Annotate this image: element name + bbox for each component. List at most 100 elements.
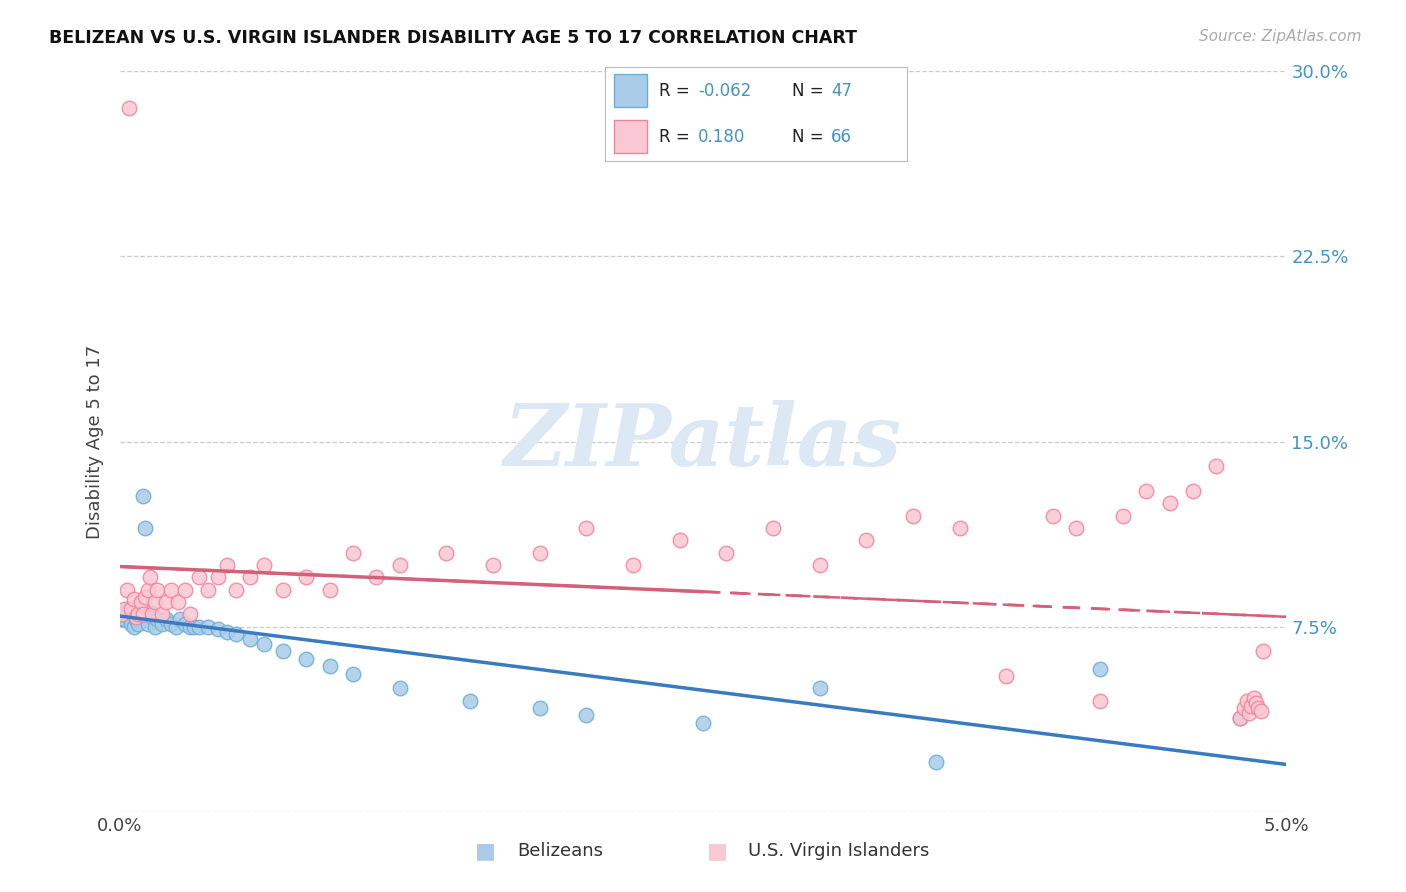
Text: ■: ■ <box>707 841 727 861</box>
Point <box>134 521 156 535</box>
Point <box>132 489 155 503</box>
Point <box>139 605 162 619</box>
Point <box>114 605 136 619</box>
Point <box>143 595 166 609</box>
Point <box>342 666 364 681</box>
Point <box>132 607 155 622</box>
Point <box>141 609 163 624</box>
Point <box>1112 508 1135 523</box>
Point <box>1236 694 1258 708</box>
Point <box>207 622 229 636</box>
Point <box>1182 483 1205 498</box>
Point <box>271 582 294 597</box>
Point <box>146 582 169 597</box>
Point <box>901 508 924 523</box>
Text: ZIPatlas: ZIPatlas <box>503 400 903 483</box>
Point <box>111 607 134 622</box>
Point <box>529 546 551 560</box>
Point <box>134 590 156 604</box>
Point <box>1042 508 1064 523</box>
Point <box>318 582 340 597</box>
Point <box>1229 711 1251 725</box>
Point <box>127 617 149 632</box>
Point <box>165 619 187 633</box>
Point <box>342 546 364 560</box>
Point <box>118 609 141 624</box>
Point <box>169 612 191 626</box>
Point <box>118 102 141 116</box>
Point <box>187 570 209 584</box>
Point <box>1229 711 1251 725</box>
Point <box>173 617 195 632</box>
Point <box>1237 706 1260 720</box>
Point <box>1205 459 1227 474</box>
Point <box>388 558 411 572</box>
Point <box>197 582 219 597</box>
Point <box>1088 694 1111 708</box>
Point <box>295 570 318 584</box>
Point <box>179 619 201 633</box>
Point <box>239 570 262 584</box>
Point <box>995 669 1018 683</box>
Point <box>160 617 183 632</box>
Text: 66: 66 <box>831 128 852 145</box>
Point <box>187 619 209 633</box>
Point <box>458 694 481 708</box>
Point <box>1088 662 1111 676</box>
Point <box>225 627 247 641</box>
Point <box>115 607 138 622</box>
Point <box>155 595 177 609</box>
Point <box>115 582 138 597</box>
Point <box>575 708 598 723</box>
Point <box>146 612 169 626</box>
Point <box>183 619 205 633</box>
Point <box>141 607 163 622</box>
Point <box>762 521 785 535</box>
Bar <box>613 74 647 107</box>
Point <box>112 612 135 626</box>
Point <box>166 595 188 609</box>
Point <box>716 546 738 560</box>
Point <box>366 570 388 584</box>
Point <box>150 617 173 632</box>
Point <box>127 607 149 622</box>
Point <box>1244 696 1267 710</box>
Text: ■: ■ <box>475 841 495 861</box>
Text: Source: ZipAtlas.com: Source: ZipAtlas.com <box>1198 29 1361 44</box>
Point <box>129 595 152 609</box>
Point <box>668 533 690 548</box>
Point <box>122 592 145 607</box>
Point <box>129 607 152 622</box>
Text: R =: R = <box>659 82 695 100</box>
Point <box>1233 701 1256 715</box>
Point <box>112 602 135 616</box>
Text: 47: 47 <box>831 82 852 100</box>
Point <box>1251 644 1274 658</box>
Point <box>125 612 148 626</box>
Point <box>482 558 505 572</box>
Point <box>271 644 294 658</box>
Point <box>692 715 714 730</box>
Text: -0.062: -0.062 <box>699 82 752 100</box>
Point <box>111 609 134 624</box>
Text: N =: N = <box>792 82 830 100</box>
Point <box>207 570 229 584</box>
Point <box>1243 691 1265 706</box>
Point <box>434 546 457 560</box>
Point <box>1240 698 1263 713</box>
Point <box>125 609 148 624</box>
Point <box>117 602 139 616</box>
Point <box>1250 704 1272 718</box>
Point <box>253 637 276 651</box>
Point <box>179 607 201 622</box>
Point <box>621 558 644 572</box>
Text: U.S. Virgin Islanders: U.S. Virgin Islanders <box>748 842 929 860</box>
Point <box>120 602 142 616</box>
Point <box>1066 521 1088 535</box>
Point <box>143 619 166 633</box>
Bar <box>613 120 647 153</box>
Point <box>1135 483 1157 498</box>
Point <box>136 582 159 597</box>
Point <box>925 756 948 770</box>
Point <box>1247 701 1270 715</box>
